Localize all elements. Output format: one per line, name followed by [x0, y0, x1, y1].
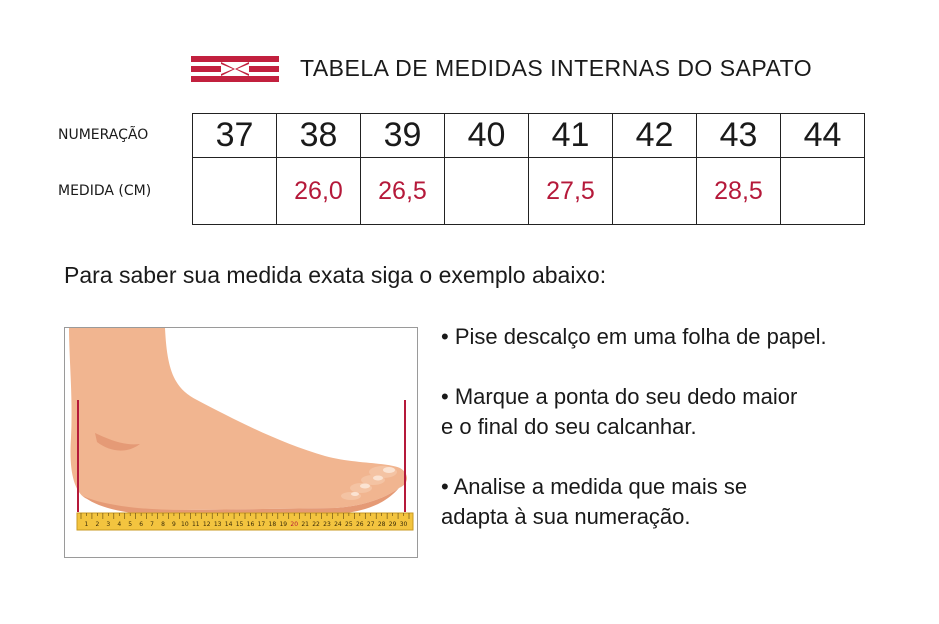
- size-cell: 39: [360, 113, 445, 158]
- ruler-number: 20: [290, 521, 298, 528]
- ruler-number: 8: [161, 521, 165, 528]
- step-2-line-2: e o final do seu calcanhar.: [441, 414, 697, 439]
- ruler-number: 23: [323, 521, 331, 528]
- size-row: 37 38 39 40 41 42 43 44: [192, 113, 865, 158]
- measure-row-label: MEDIDA (CM): [58, 183, 152, 199]
- ruler-number: 15: [236, 521, 244, 528]
- size-cell: 43: [696, 113, 781, 158]
- step-1-line-1: • Pise descalço em uma folha de papel.: [441, 324, 827, 349]
- measure-cell: [612, 157, 697, 225]
- ruler-number: 17: [258, 521, 266, 528]
- ruler-number: 4: [117, 521, 121, 528]
- step-3-line-2: adapta à sua numeração.: [441, 504, 691, 529]
- ruler-number: 14: [225, 521, 233, 528]
- ruler-number: 13: [214, 521, 222, 528]
- ruler-number: 3: [106, 521, 110, 528]
- measure-cell: [444, 157, 529, 225]
- ruler-number: 2: [95, 521, 99, 528]
- ruler-ticks: [80, 513, 410, 519]
- step-3: • Analise a medida que mais se adapta à …: [441, 472, 747, 532]
- ruler-number: 18: [269, 521, 277, 528]
- size-cell: 42: [612, 113, 697, 158]
- ruler-number: 27: [367, 521, 375, 528]
- size-cell: 40: [444, 113, 529, 158]
- size-table: 37 38 39 40 41 42 43 44 26,0 26,5 27,5 2…: [192, 113, 865, 225]
- measure-cell: 26,5: [360, 157, 445, 225]
- ruler-number: 16: [247, 521, 255, 528]
- ruler-number: 25: [345, 521, 353, 528]
- step-2-line-1: • Marque a ponta do seu dedo maior: [441, 384, 798, 409]
- ruler-number: 26: [356, 521, 364, 528]
- step-1: • Pise descalço em uma folha de papel.: [441, 322, 827, 352]
- size-cell: 37: [192, 113, 277, 158]
- ruler-number: 29: [389, 521, 397, 528]
- measure-row: 26,0 26,5 27,5 28,5: [192, 157, 865, 225]
- foot-illustration: 1 2 3 4 5 6 7 8 9 10 11 12 13 14 15 16 17 18 19 20 21 22 23 24 2…: [64, 327, 418, 558]
- ruler-number: 21: [301, 521, 309, 528]
- ruler-number: 10: [181, 521, 189, 528]
- ruler-number: 28: [378, 521, 386, 528]
- instruction-text: Para saber sua medida exata siga o exemp…: [64, 262, 607, 288]
- ruler-number: 22: [312, 521, 320, 528]
- step-3-line-1: • Analise a medida que mais se: [441, 474, 748, 499]
- ruler-number: 12: [203, 521, 211, 528]
- ruler-number: 24: [334, 521, 342, 528]
- ruler-number: 11: [192, 521, 200, 528]
- page-title: TABELA DE MEDIDAS INTERNAS DO SAPATO: [300, 55, 813, 81]
- size-row-label: NUMERAÇÃO: [58, 127, 149, 143]
- ruler-labels: 1 2 3 4 5 6 7 8 9 10 11 12 13 14 15 16 17 18 19 20 21 22 23 24 2…: [85, 521, 408, 528]
- ruler-number: 5: [128, 521, 132, 528]
- ruler-number: 19: [279, 521, 287, 528]
- measure-cell: 26,0: [276, 157, 361, 225]
- foot-on-ruler-icon: 1 2 3 4 5 6 7 8 9 10 11 12 13 14 15 16 17 18 19 20 21 22 23 24 2…: [69, 328, 414, 531]
- size-cell: 41: [528, 113, 613, 158]
- ruler-number: 9: [172, 521, 176, 528]
- size-cell: 44: [780, 113, 865, 158]
- measure-cell: [192, 157, 277, 225]
- ruler-number: 7: [150, 521, 154, 528]
- ruler-number: 30: [400, 521, 408, 528]
- measure-cell: 28,5: [696, 157, 781, 225]
- ruler-number: 6: [139, 521, 143, 528]
- ruler-number: 1: [85, 521, 89, 528]
- step-2: • Marque a ponta do seu dedo maior e o f…: [441, 382, 797, 442]
- measure-cell: 27,5: [528, 157, 613, 225]
- measure-cell: [780, 157, 865, 225]
- size-cell: 38: [276, 113, 361, 158]
- brand-logo-icon: [191, 56, 279, 82]
